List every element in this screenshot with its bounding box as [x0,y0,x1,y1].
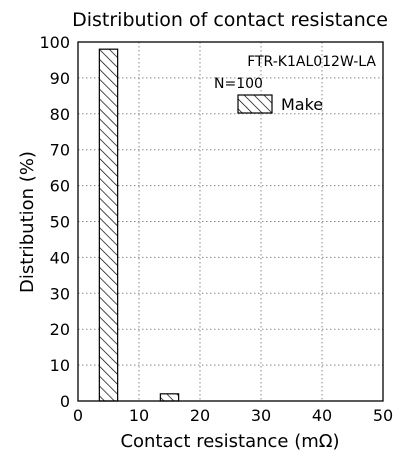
x-tick-label: 0 [73,406,83,425]
x-tick-labels: 0 10 20 30 40 50 [73,406,393,425]
y-axis-label: Distribution (%) [17,151,38,293]
y-tick-label: 40 [50,248,70,267]
legend-swatch [237,94,273,114]
bar [159,393,180,402]
y-tick-label: 100 [39,33,70,52]
legend-label: Make [281,95,323,114]
bars [98,48,180,402]
model-annotation: FTR-K1AL012W-LA [247,54,376,70]
legend: Make [237,94,323,114]
bar [98,48,119,402]
y-tick-label: 10 [50,356,70,375]
y-tick-label: 70 [50,141,70,160]
x-tick-label: 40 [312,406,332,425]
y-tick-labels: 0 10 20 30 40 50 60 70 80 90 100 [39,33,70,411]
y-tick-label: 30 [50,284,70,303]
y-tick-label: 20 [50,320,70,339]
y-tick-label: 60 [50,177,70,196]
y-tick-label: 50 [50,213,70,232]
plot-frame [77,41,384,402]
x-axis-label: Contact resistance (mΩ) [120,431,339,452]
chart-title: Distribution of contact resistance [72,9,388,31]
sample-size-annotation: N=100 [214,76,263,92]
y-tick-label: 90 [50,69,70,88]
x-tick-label: 30 [251,406,271,425]
grid [78,42,383,401]
x-tick-label: 10 [129,406,149,425]
y-tick-label: 0 [60,392,70,411]
y-tick-label: 80 [50,105,70,124]
x-tick-label: 20 [190,406,210,425]
x-tick-label: 50 [373,406,393,425]
